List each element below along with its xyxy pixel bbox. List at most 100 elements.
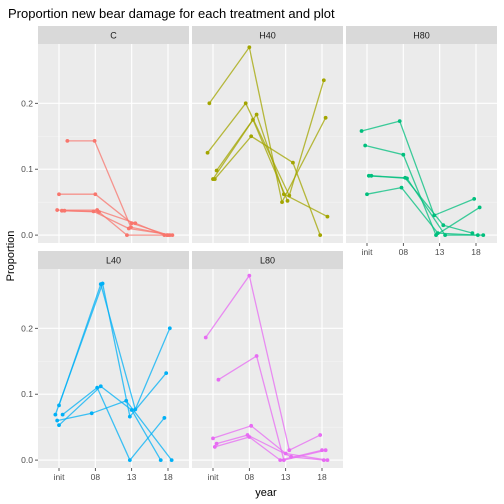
series-line xyxy=(58,385,162,461)
series-line xyxy=(57,400,173,461)
data-point xyxy=(98,384,103,389)
facet-strip xyxy=(38,251,189,269)
panel-background xyxy=(192,269,343,468)
data-point xyxy=(203,335,208,340)
data-point xyxy=(323,448,328,453)
data-point xyxy=(243,101,248,106)
data-point xyxy=(254,112,259,117)
data-point xyxy=(125,233,129,237)
data-point xyxy=(318,233,323,237)
data-point xyxy=(251,117,255,122)
data-point xyxy=(481,233,486,237)
data-point xyxy=(124,398,129,403)
data-point xyxy=(363,143,368,148)
series-line xyxy=(212,425,328,461)
data-point xyxy=(92,138,97,143)
data-point xyxy=(100,281,105,286)
facet-strip-label: H80 xyxy=(413,31,430,41)
facet-strip-label: H40 xyxy=(259,31,276,41)
data-point xyxy=(321,458,326,462)
x-tick-label: init xyxy=(54,472,66,482)
data-point xyxy=(212,445,217,449)
series-line xyxy=(361,120,475,217)
y-tick-label: 0.2 xyxy=(21,323,33,333)
data-point xyxy=(167,326,172,331)
series-line xyxy=(216,113,328,218)
data-point xyxy=(278,458,283,462)
facet-strip xyxy=(346,26,497,44)
data-point xyxy=(216,377,221,382)
data-point xyxy=(403,175,408,180)
x-tick-label: 08 xyxy=(91,472,101,482)
data-point xyxy=(133,221,138,226)
data-point xyxy=(164,371,169,376)
data-point xyxy=(89,411,94,416)
data-point xyxy=(249,134,254,139)
y-tick-label: 0.0 xyxy=(21,455,33,465)
x-axis-title: year xyxy=(255,487,277,499)
data-point xyxy=(162,416,167,420)
series-line xyxy=(57,209,165,236)
data-point xyxy=(401,152,406,157)
data-point xyxy=(126,226,131,231)
data-point xyxy=(280,200,284,205)
facet-strip-label: L80 xyxy=(260,256,275,266)
data-point xyxy=(397,119,402,123)
data-point xyxy=(287,448,292,453)
facet-strip-label: C xyxy=(110,31,117,41)
data-point xyxy=(477,205,482,210)
data-point xyxy=(291,160,295,165)
facet-strip-label: L40 xyxy=(106,256,121,266)
data-point xyxy=(323,115,328,120)
panel-background xyxy=(38,44,189,243)
data-point xyxy=(97,210,101,214)
data-point xyxy=(158,458,163,462)
data-point xyxy=(57,423,61,428)
series-line xyxy=(205,274,321,452)
x-tick-label: 08 xyxy=(399,247,409,257)
x-tick-label: 08 xyxy=(245,472,255,482)
y-tick-label: 0.1 xyxy=(21,389,33,399)
panel-background xyxy=(192,44,343,243)
facet-panel-h80: H80 init 08 13 18 xyxy=(346,26,497,257)
data-point xyxy=(441,223,446,228)
data-point xyxy=(245,433,250,437)
data-point xyxy=(205,150,210,155)
data-point xyxy=(127,414,132,419)
series-line xyxy=(62,386,165,462)
facet-panels: C 0.0 0.1 0.2 H40 H80 init 08 13 18 L40 0.0 0.1 0.2 in… xyxy=(21,26,497,482)
panel-background xyxy=(346,44,497,243)
x-tick-label: 18 xyxy=(471,247,481,257)
data-point xyxy=(359,129,364,133)
series-line xyxy=(216,434,324,461)
facet-panel-h40: H40 xyxy=(192,26,343,243)
data-point xyxy=(165,233,169,237)
series-line xyxy=(64,210,167,236)
data-point xyxy=(399,185,404,190)
x-tick-label: 18 xyxy=(163,472,173,482)
data-point xyxy=(57,192,61,197)
data-point xyxy=(55,418,60,423)
data-point xyxy=(254,354,259,358)
y-tick-label: 0.0 xyxy=(21,230,33,240)
data-point xyxy=(127,458,132,462)
data-point xyxy=(320,448,324,453)
data-point xyxy=(211,177,215,181)
panel-background xyxy=(38,269,189,468)
y-tick-label: 0.1 xyxy=(21,164,33,174)
chart-title: Proportion new bear damage for each trea… xyxy=(8,6,335,21)
data-point xyxy=(65,138,70,143)
data-point xyxy=(289,454,294,459)
data-point xyxy=(211,436,215,441)
data-point xyxy=(247,45,252,50)
data-point xyxy=(325,214,330,219)
data-point xyxy=(60,412,65,417)
data-point xyxy=(435,231,440,236)
data-point xyxy=(93,192,98,197)
data-point xyxy=(472,196,477,201)
data-point xyxy=(207,101,212,106)
series-line xyxy=(366,186,478,236)
data-point xyxy=(365,192,369,197)
data-point xyxy=(285,198,290,203)
